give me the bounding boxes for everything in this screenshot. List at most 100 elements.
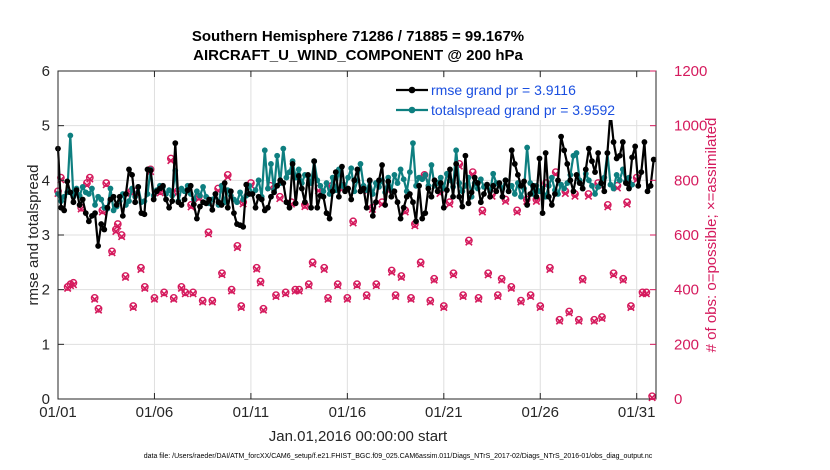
rmse-point (632, 143, 639, 150)
rmse-point (345, 185, 352, 192)
y-right-axis-label: # of obs: o=possible; ×=assimilated (703, 118, 720, 353)
y-left-tick-label: 1 (42, 336, 50, 353)
obs-possible-marker (189, 288, 197, 297)
obs-possible-marker (94, 304, 103, 313)
obs-possible-marker (349, 217, 358, 226)
rmse-point (585, 145, 592, 152)
rmse-point (369, 212, 376, 219)
obs-assimilated-marker (160, 290, 168, 298)
rmse-point (406, 191, 413, 197)
rmse-point (354, 166, 361, 173)
y-right-axis-ticks: 0 200 400 600 800 1000 1200 (650, 63, 707, 408)
spread-point (295, 166, 302, 173)
rmse-point (280, 180, 287, 186)
legend-box (392, 78, 652, 120)
y-right-tick-label: 600 (674, 227, 699, 244)
rmse-point (98, 221, 105, 227)
rmse-point (184, 187, 191, 194)
rmse-point (394, 199, 401, 206)
rmse-point (477, 199, 484, 206)
rmse-point (511, 161, 518, 167)
rmse-point (252, 204, 259, 211)
rmse-point (212, 191, 219, 197)
chart-title-line-2: AIRCRAFT_U_WIND_COMPONENT @ 200 hPa (193, 47, 523, 64)
obs-possible-marker (526, 291, 535, 300)
obs-possible-marker (478, 206, 487, 215)
obs-possible-marker (69, 278, 78, 287)
rmse-point (385, 178, 392, 185)
rmse-point (147, 167, 154, 174)
obs-assimilated-marker (391, 292, 400, 301)
obs-assimilated-marker (478, 208, 487, 216)
rmse-point (410, 199, 416, 206)
rmse-point (416, 182, 423, 189)
obs-assimilated-marker (353, 281, 361, 290)
rmse-point (391, 188, 398, 195)
rmse-point (379, 162, 385, 168)
rmse-point (320, 193, 327, 200)
obs-assimilated-marker (141, 284, 149, 293)
obs-assimilated-marker (324, 295, 332, 303)
obs-assimilated-marker (536, 303, 545, 312)
x-tick-label: 01/16 (329, 404, 367, 421)
obs-assimilated-marker (497, 276, 506, 284)
obs-assimilated-marker (430, 276, 438, 284)
obs-assimilated-marker (459, 292, 467, 301)
obs-assimilated-marker (181, 290, 190, 298)
rmse-point (505, 188, 512, 195)
obs-possible-marker (387, 266, 396, 275)
spread-point (592, 191, 598, 197)
obs-assimilated-marker (112, 227, 120, 236)
chart-title-line-1: Southern Hemisphere 71286 / 71885 = 99.1… (192, 28, 524, 45)
obs-possible-marker (603, 201, 612, 209)
rmse-point (283, 199, 290, 206)
rmse-point (363, 204, 370, 211)
rmse-point (431, 177, 438, 184)
rmse-point (601, 188, 608, 195)
obs-assimilated-marker (440, 303, 448, 312)
rmse-point (450, 193, 456, 200)
rmse-point (422, 210, 429, 217)
x-tick-label: 01/26 (521, 404, 559, 421)
obs-possible-marker (598, 313, 606, 321)
obs-assimilated-marker (426, 298, 435, 306)
obs-assimilated-marker (69, 280, 78, 289)
spread-point (585, 177, 592, 184)
rmse-point (224, 204, 231, 211)
rmse-point (163, 196, 169, 203)
obs-assimilated-marker (546, 265, 554, 274)
obs-assimilated-marker (578, 276, 587, 284)
obs-assimilated-marker (276, 194, 284, 203)
rmse-point (101, 226, 108, 233)
obs-possible-marker (272, 291, 280, 300)
obs-possible-marker (252, 263, 261, 272)
rmse-point (474, 180, 481, 186)
obs-possible-marker (474, 293, 483, 302)
rmse-point (126, 166, 132, 173)
obs-assimilated-marker (259, 306, 268, 314)
rmse-point (397, 215, 404, 222)
rmse-point (567, 177, 574, 184)
y-left-tick-label: 6 (42, 63, 50, 80)
spread-point (317, 182, 324, 189)
rmse-point (169, 198, 176, 205)
spread-point (255, 177, 262, 184)
rmse-point (555, 177, 561, 184)
obs-assimilated-marker (565, 309, 573, 317)
rmse-point (166, 204, 173, 211)
legend-spread-label: totalspread grand pr = 3.9592 (431, 102, 615, 118)
rmse-point (447, 166, 453, 173)
spread-point (320, 188, 327, 195)
rmse-point (348, 196, 355, 203)
rmse-point (329, 188, 336, 195)
rmse-point (589, 158, 595, 165)
spread-point (616, 177, 623, 184)
obs-assimilated-marker (252, 265, 261, 273)
legend-rmse-marker (408, 86, 416, 94)
obs-possible-marker (439, 302, 448, 310)
obs-possible-marker (619, 274, 628, 283)
obs-assimilated-marker (372, 281, 381, 290)
obs-assimilated-marker (223, 173, 232, 181)
obs-possible-marker (459, 291, 467, 300)
obs-possible-marker (140, 283, 149, 291)
